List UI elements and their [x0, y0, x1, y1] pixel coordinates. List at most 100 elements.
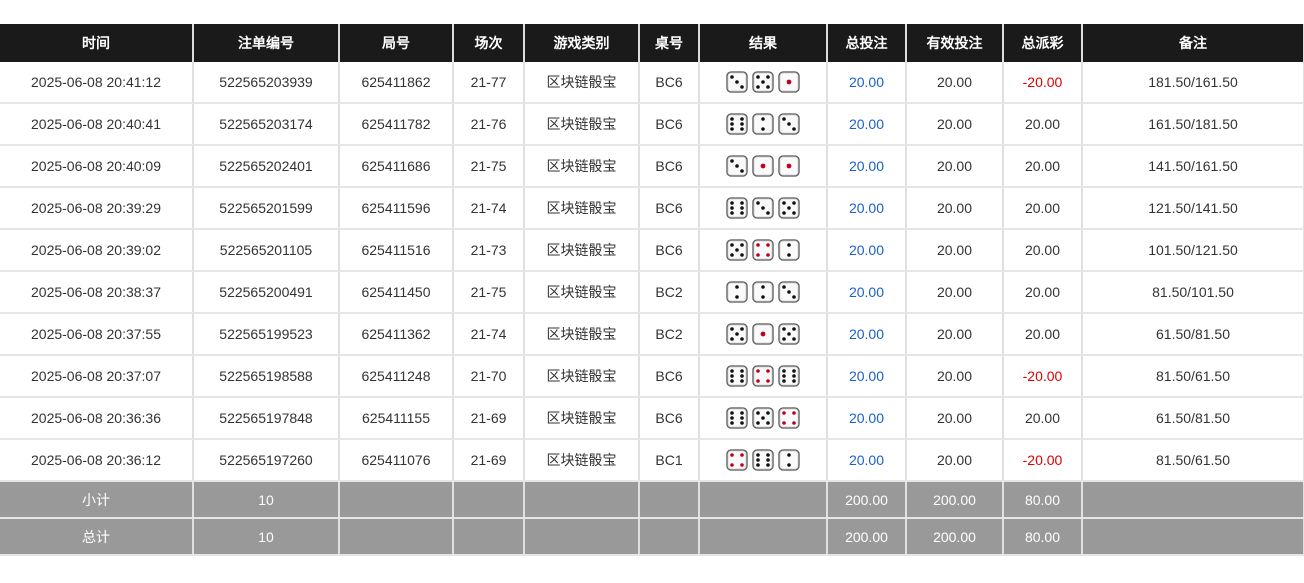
cell-valid-bet: 20.00	[906, 62, 1004, 104]
cell-time: 2025-06-08 20:36:12	[0, 439, 194, 482]
subtotal-payout: 80.00	[1003, 481, 1083, 519]
cell-round: 625411248	[339, 355, 454, 398]
empty-cell	[639, 518, 700, 556]
cell-total-bet: 20.00	[827, 187, 907, 230]
cell-table-no: BC6	[639, 355, 700, 398]
cell-round: 625411596	[339, 187, 454, 230]
empty-cell	[1082, 481, 1304, 519]
table-row: 2025-06-08 20:39:02 522565201105 625411516…	[0, 229, 1304, 272]
cell-result	[699, 62, 828, 104]
cell-valid-bet: 20.00	[906, 229, 1004, 272]
header-time: 时间	[0, 24, 194, 62]
header-total-bet: 总投注	[827, 24, 907, 62]
cell-valid-bet: 20.00	[906, 439, 1004, 482]
cell-session: 21-77	[453, 62, 525, 104]
cell-game-type: 区块链骰宝	[524, 397, 640, 440]
cell-table-no: BC6	[639, 62, 700, 104]
empty-cell	[339, 518, 454, 556]
cell-total-bet: 20.00	[827, 62, 907, 104]
table-row: 2025-06-08 20:38:37 522565200491 625411450…	[0, 271, 1304, 314]
cell-bet-id: 522565197848	[193, 397, 340, 440]
header-round: 局号	[339, 24, 454, 62]
empty-cell	[524, 518, 640, 556]
header-total-payout: 总派彩	[1003, 24, 1083, 62]
empty-cell	[639, 481, 700, 519]
cell-total-payout: 20.00	[1003, 271, 1083, 314]
cell-table-no: BC6	[639, 187, 700, 230]
cell-table-no: BC2	[639, 313, 700, 356]
cell-result	[699, 271, 828, 314]
cell-total-bet: 20.00	[827, 439, 907, 482]
cell-total-payout: -20.00	[1003, 439, 1083, 482]
cell-total-payout: 20.00	[1003, 145, 1083, 188]
cell-session: 21-74	[453, 187, 525, 230]
die-3-icon	[726, 71, 748, 93]
cell-table-no: BC6	[639, 145, 700, 188]
cell-result	[699, 397, 828, 440]
table-header: 时间 注单编号 局号 场次 游戏类别 桌号 结果 总投注 有效投注 总派彩 备注	[0, 24, 1304, 62]
cell-bet-id: 522565203174	[193, 103, 340, 146]
cell-note: 101.50/121.50	[1082, 229, 1304, 272]
cell-session: 21-69	[453, 397, 525, 440]
total-row: 总计 10 200.00 200.00 80.00	[0, 518, 1304, 556]
die-2-icon	[726, 281, 748, 303]
cell-round: 625411686	[339, 145, 454, 188]
cell-total-bet: 20.00	[827, 229, 907, 272]
cell-bet-id: 522565201599	[193, 187, 340, 230]
die-3-icon	[778, 281, 800, 303]
table-row: 2025-06-08 20:36:12 522565197260 625411076…	[0, 439, 1304, 482]
table-row: 2025-06-08 20:40:09 522565202401 625411686…	[0, 145, 1304, 188]
cell-total-bet: 20.00	[827, 103, 907, 146]
cell-session: 21-69	[453, 439, 525, 482]
cell-total-payout: 20.00	[1003, 103, 1083, 146]
cell-round: 625411516	[339, 229, 454, 272]
subtotal-label: 小计	[0, 481, 194, 519]
cell-valid-bet: 20.00	[906, 103, 1004, 146]
cell-note: 121.50/141.50	[1082, 187, 1304, 230]
total-label: 总计	[0, 518, 194, 556]
cell-valid-bet: 20.00	[906, 187, 1004, 230]
header-note: 备注	[1082, 24, 1304, 62]
header-game-type: 游戏类别	[524, 24, 640, 62]
total-valid: 200.00	[906, 518, 1004, 556]
header-table-no: 桌号	[639, 24, 700, 62]
cell-time: 2025-06-08 20:39:02	[0, 229, 194, 272]
die-6-icon	[726, 365, 748, 387]
cell-game-type: 区块链骰宝	[524, 187, 640, 230]
header-valid-bet: 有效投注	[906, 24, 1004, 62]
die-1-icon	[778, 155, 800, 177]
cell-total-payout: -20.00	[1003, 355, 1083, 398]
cell-total-payout: -20.00	[1003, 62, 1083, 104]
die-3-icon	[752, 197, 774, 219]
cell-result	[699, 103, 828, 146]
die-5-icon	[726, 323, 748, 345]
table-row: 2025-06-08 20:37:55 522565199523 625411362…	[0, 313, 1304, 356]
die-4-icon	[752, 365, 774, 387]
cell-game-type: 区块链骰宝	[524, 62, 640, 104]
cell-result	[699, 355, 828, 398]
die-2-icon	[778, 449, 800, 471]
cell-total-payout: 20.00	[1003, 313, 1083, 356]
subtotal-row: 小计 10 200.00 200.00 80.00	[0, 481, 1304, 519]
cell-game-type: 区块链骰宝	[524, 103, 640, 146]
cell-note: 181.50/161.50	[1082, 62, 1304, 104]
cell-valid-bet: 20.00	[906, 355, 1004, 398]
die-5-icon	[726, 239, 748, 261]
cell-total-bet: 20.00	[827, 271, 907, 314]
die-1-icon	[752, 323, 774, 345]
cell-time: 2025-06-08 20:36:36	[0, 397, 194, 440]
empty-cell	[453, 518, 525, 556]
die-1-icon	[752, 155, 774, 177]
cell-result	[699, 229, 828, 272]
die-2-icon	[752, 113, 774, 135]
cell-session: 21-75	[453, 145, 525, 188]
cell-table-no: BC6	[639, 397, 700, 440]
cell-bet-id: 522565202401	[193, 145, 340, 188]
cell-result	[699, 313, 828, 356]
cell-total-payout: 20.00	[1003, 187, 1083, 230]
header-bet-id: 注单编号	[193, 24, 340, 62]
cell-note: 81.50/101.50	[1082, 271, 1304, 314]
cell-total-payout: 20.00	[1003, 397, 1083, 440]
cell-game-type: 区块链骰宝	[524, 439, 640, 482]
cell-game-type: 区块链骰宝	[524, 145, 640, 188]
